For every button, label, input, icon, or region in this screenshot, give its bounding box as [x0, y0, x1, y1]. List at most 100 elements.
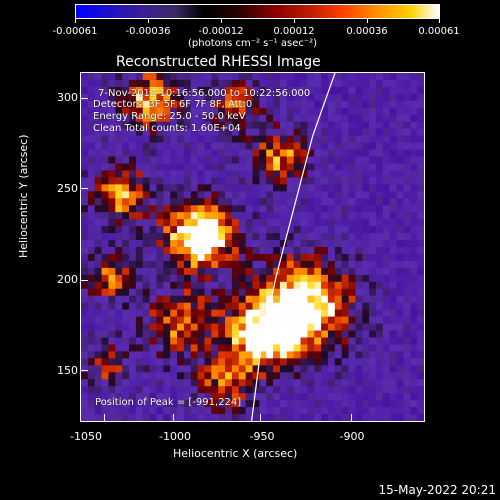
heatmap-cell [293, 274, 301, 283]
heatmap-cell [156, 379, 164, 387]
heatmap-cell [307, 86, 315, 95]
heatmap-cell [81, 393, 89, 401]
heatmap-cell [314, 114, 322, 123]
heatmap-cell [286, 170, 294, 178]
heatmap-cell [231, 330, 240, 338]
heatmap-cell [300, 358, 308, 366]
detectors-text: Detectors: 3F 5F 6F 7F 8F, Att:0 [93, 99, 253, 110]
heatmap-cell [266, 73, 274, 81]
heatmap-cell [177, 86, 185, 95]
y-axis-label: Heliocentric Y (arcsec) [17, 134, 30, 258]
heatmap-cell [183, 274, 192, 283]
heatmap-cell [197, 100, 205, 109]
heatmap-cell [279, 177, 288, 185]
heatmap-cell [135, 247, 144, 255]
heatmap-cell [135, 212, 144, 220]
heatmap-cell [218, 247, 226, 255]
heatmap-cell [190, 128, 198, 136]
heatmap-cell [382, 170, 390, 178]
heatmap-cell [273, 226, 281, 234]
heatmap-cell [314, 247, 322, 255]
heatmap-cell [252, 177, 260, 185]
heatmap-cell [87, 73, 96, 81]
heatmap-cell [259, 302, 267, 310]
heatmap-cell [183, 302, 192, 310]
heatmap-cell [211, 86, 219, 95]
heatmap-cell [417, 344, 424, 352]
heatmap-cell [129, 344, 137, 352]
heatmap-cell [218, 358, 226, 366]
heatmap-cell [204, 114, 212, 123]
heatmap-cell [94, 400, 102, 408]
heatmap-cell [307, 365, 315, 373]
heatmap-cell [307, 100, 315, 109]
heatmap-cell [225, 121, 233, 129]
heatmap-cell [211, 260, 219, 269]
heatmap-cell [142, 93, 150, 102]
heatmap-cell [87, 337, 96, 345]
heatmap-cell [129, 247, 137, 255]
heatmap-cell [314, 170, 322, 178]
heatmap-cell [122, 212, 130, 220]
heatmap-cell [204, 247, 212, 255]
heatmap-cell [211, 344, 219, 352]
heatmap-cell [218, 365, 226, 373]
heatmap-cell [417, 107, 424, 116]
heatmap-cell [403, 198, 411, 206]
heatmap-cell [156, 260, 164, 269]
heatmap-cell [300, 253, 308, 262]
heatmap-cell [101, 93, 109, 102]
heatmap-cell [273, 393, 281, 401]
heatmap-cell [218, 407, 226, 415]
heatmap-cell [245, 393, 253, 401]
heatmap-cell [396, 198, 404, 206]
heatmap-cell [87, 86, 96, 95]
heatmap-cell [231, 177, 240, 185]
heatmap-cell [369, 79, 377, 88]
heatmap-cell [94, 281, 102, 290]
heatmap-cell [149, 344, 157, 352]
heatmap-cell [307, 351, 315, 359]
heatmap-cell [396, 121, 404, 129]
heatmap-cell [362, 330, 370, 338]
heatmap-cell [259, 309, 267, 317]
heatmap-cell [259, 128, 267, 136]
heatmap-cell [87, 107, 96, 116]
heatmap-cell [211, 177, 219, 185]
heatmap-cell [108, 205, 116, 213]
heatmap-cell [382, 393, 390, 401]
heatmap-cell [225, 337, 233, 345]
heatmap-cell [327, 309, 336, 317]
heatmap-cell [197, 163, 205, 171]
heatmap-cell [218, 205, 226, 213]
heatmap-cell [327, 407, 336, 415]
heatmap-cell [403, 288, 411, 297]
heatmap-cell [170, 386, 178, 394]
heatmap-cell [122, 79, 130, 88]
heatmap [81, 73, 424, 421]
heatmap-cell [122, 142, 130, 150]
heatmap-cell [197, 379, 205, 387]
heatmap-cell [382, 226, 390, 234]
heatmap-cell [314, 379, 322, 387]
heatmap-cell [163, 330, 171, 338]
heatmap-cell [142, 400, 150, 408]
heatmap-cell [129, 149, 137, 157]
heatmap-cell [293, 330, 301, 338]
heatmap-cell [156, 163, 164, 171]
heatmap-cell [266, 170, 274, 178]
heatmap-cell [252, 73, 260, 81]
heatmap-cell [341, 100, 349, 109]
heatmap-cell [348, 191, 356, 199]
heatmap-cell [115, 379, 123, 387]
heatmap-cell [327, 205, 336, 213]
heatmap-cell [355, 212, 363, 220]
heatmap-cell [156, 170, 164, 178]
heatmap-cell [321, 79, 329, 88]
heatmap-cell [410, 267, 418, 276]
heatmap-cell [204, 400, 212, 408]
heatmap-cell [348, 414, 356, 421]
colorbar-tick-label: -0.00012 [198, 26, 244, 37]
heatmap-cell [396, 267, 404, 276]
heatmap-cell [108, 295, 116, 303]
